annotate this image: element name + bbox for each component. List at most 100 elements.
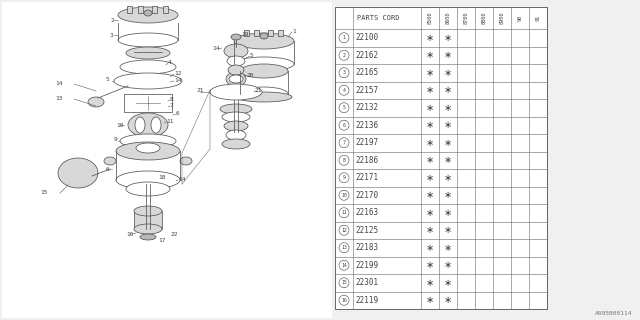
Ellipse shape xyxy=(126,182,170,196)
Text: ∗: ∗ xyxy=(426,190,434,200)
Bar xyxy=(268,30,273,36)
Text: 22125: 22125 xyxy=(355,226,378,235)
Circle shape xyxy=(339,173,349,183)
Text: 1: 1 xyxy=(292,28,296,34)
Text: 8: 8 xyxy=(170,97,173,101)
Text: 6: 6 xyxy=(106,166,109,172)
Ellipse shape xyxy=(260,33,268,39)
Circle shape xyxy=(339,33,349,43)
Text: 1: 1 xyxy=(342,35,346,40)
Text: ∗: ∗ xyxy=(426,138,434,148)
Ellipse shape xyxy=(136,143,160,153)
Ellipse shape xyxy=(120,60,176,74)
Circle shape xyxy=(339,208,349,218)
Ellipse shape xyxy=(220,104,252,114)
Text: ∗: ∗ xyxy=(426,155,434,165)
Circle shape xyxy=(339,155,349,165)
Text: ∗: ∗ xyxy=(426,208,434,218)
Ellipse shape xyxy=(134,224,162,234)
Ellipse shape xyxy=(234,33,294,49)
Text: 22165: 22165 xyxy=(355,68,378,77)
Text: 5: 5 xyxy=(342,105,346,110)
Text: 6: 6 xyxy=(342,123,346,128)
Text: ∗: ∗ xyxy=(444,103,452,113)
Ellipse shape xyxy=(114,73,182,89)
Ellipse shape xyxy=(224,44,248,58)
Ellipse shape xyxy=(210,84,262,100)
Ellipse shape xyxy=(222,112,250,122)
Ellipse shape xyxy=(58,158,98,188)
Ellipse shape xyxy=(226,130,246,140)
Text: ∗: ∗ xyxy=(426,33,434,43)
Text: 16: 16 xyxy=(341,298,347,303)
Circle shape xyxy=(339,50,349,60)
Text: ∗: ∗ xyxy=(444,208,452,218)
Text: 4: 4 xyxy=(342,88,346,93)
Ellipse shape xyxy=(240,87,288,101)
Text: 8800: 8800 xyxy=(481,12,486,24)
Text: 22199: 22199 xyxy=(355,261,378,270)
Text: ∗: ∗ xyxy=(444,33,452,43)
Text: ∗: ∗ xyxy=(444,243,452,253)
Bar xyxy=(278,30,283,36)
Text: ∗: ∗ xyxy=(444,190,452,200)
Text: 8500: 8500 xyxy=(428,12,433,24)
Ellipse shape xyxy=(134,206,162,216)
Circle shape xyxy=(339,243,349,253)
Text: ∗: ∗ xyxy=(426,173,434,183)
Ellipse shape xyxy=(229,75,243,83)
Text: 22: 22 xyxy=(170,233,177,237)
Ellipse shape xyxy=(128,113,168,137)
Text: 22136: 22136 xyxy=(355,121,378,130)
Text: ∗: ∗ xyxy=(444,278,452,288)
Ellipse shape xyxy=(224,121,248,131)
Ellipse shape xyxy=(240,64,288,78)
Text: ∗: ∗ xyxy=(426,103,434,113)
Ellipse shape xyxy=(231,34,241,40)
Bar xyxy=(335,7,547,309)
Text: 3: 3 xyxy=(342,70,346,75)
Text: 7: 7 xyxy=(342,140,346,145)
Text: ∗: ∗ xyxy=(444,295,452,305)
Text: ∗: ∗ xyxy=(444,225,452,235)
Ellipse shape xyxy=(88,97,104,107)
Circle shape xyxy=(339,225,349,235)
Text: 9: 9 xyxy=(342,175,346,180)
Text: 14: 14 xyxy=(341,263,347,268)
Text: ∗: ∗ xyxy=(444,155,452,165)
Text: 14: 14 xyxy=(212,45,220,51)
Text: 14: 14 xyxy=(55,81,63,85)
Text: 10: 10 xyxy=(116,123,124,127)
Bar xyxy=(138,6,143,13)
Ellipse shape xyxy=(120,134,176,148)
Text: 22163: 22163 xyxy=(355,208,378,217)
Text: 22132: 22132 xyxy=(355,103,378,112)
Text: 8900: 8900 xyxy=(499,12,504,24)
Text: 22157: 22157 xyxy=(355,86,378,95)
Text: 7: 7 xyxy=(170,102,173,108)
Circle shape xyxy=(339,190,349,200)
Ellipse shape xyxy=(180,157,192,165)
Text: 15: 15 xyxy=(40,190,47,196)
Text: 22186: 22186 xyxy=(355,156,378,165)
Text: ∗: ∗ xyxy=(444,173,452,183)
Text: 4: 4 xyxy=(168,60,172,65)
Text: 13: 13 xyxy=(341,245,347,250)
Text: ∗: ∗ xyxy=(426,260,434,270)
Text: 22171: 22171 xyxy=(355,173,378,182)
Ellipse shape xyxy=(228,65,244,75)
Text: A095B00114: A095B00114 xyxy=(595,311,632,316)
Text: ∗: ∗ xyxy=(444,68,452,78)
Text: 22170: 22170 xyxy=(355,191,378,200)
Bar xyxy=(124,94,172,112)
Ellipse shape xyxy=(118,7,178,23)
Text: 11: 11 xyxy=(166,118,173,124)
Text: 19: 19 xyxy=(241,31,248,36)
Text: ∗: ∗ xyxy=(444,138,452,148)
Text: 21: 21 xyxy=(254,87,262,92)
Text: 21: 21 xyxy=(196,87,204,92)
Text: 5: 5 xyxy=(106,76,109,82)
Text: 2: 2 xyxy=(342,53,346,58)
Text: 8700: 8700 xyxy=(463,12,468,24)
Text: 22183: 22183 xyxy=(355,243,378,252)
